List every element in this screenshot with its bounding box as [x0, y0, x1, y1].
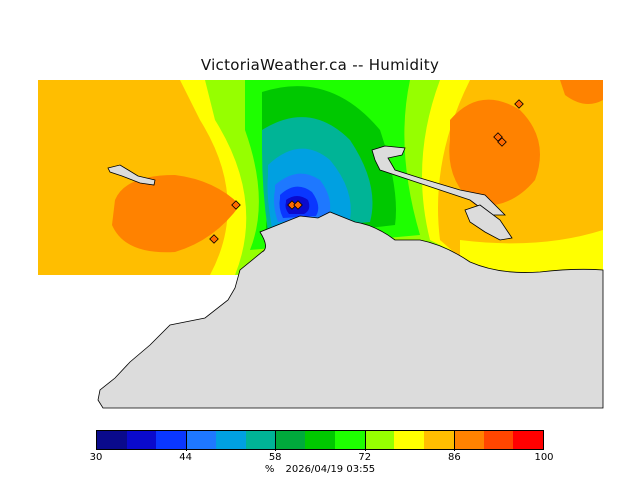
timestamp: 2026/04/19 03:55 — [285, 464, 376, 475]
island-west — [107, 164, 156, 186]
colorbar-swatch — [334, 431, 365, 449]
land-mass — [97, 211, 604, 409]
colorbar-swatch — [275, 431, 306, 449]
colorbar-swatch — [364, 431, 395, 449]
colorbar-ticks: 30 44 58 72 86 100 — [90, 452, 554, 466]
colorbar-swatch — [186, 431, 216, 449]
colorbar-swatch — [305, 431, 335, 449]
colorbar-swatch — [156, 431, 187, 449]
colorbar-swatch — [126, 431, 157, 449]
unit-label: % — [264, 464, 275, 475]
colorbar-tick-label: 30 — [89, 452, 103, 463]
colorbar-tick-line — [275, 431, 277, 451]
colorbar-tick-label: 72 — [358, 452, 372, 463]
station-marker — [287, 200, 297, 210]
colorbar-swatch — [245, 431, 276, 449]
colorbar-tick-line — [364, 431, 366, 451]
colorbar-swatch — [215, 431, 246, 449]
colorbar-tick-line — [454, 431, 456, 451]
island-peninsula — [371, 145, 506, 216]
humidity-field — [38, 80, 603, 275]
colorbar-tick-line — [185, 431, 187, 451]
colorbar-tick-label: 44 — [179, 452, 192, 463]
station-marker — [514, 99, 524, 109]
station-markers — [209, 99, 524, 244]
station-marker — [231, 200, 241, 210]
page-title: VictoriaWeather.ca -- Humidity — [200, 56, 440, 74]
colorbar-swatch — [424, 431, 454, 449]
colorbar-swatch — [453, 431, 484, 449]
colorbar-swatch — [483, 431, 514, 449]
station-marker — [497, 137, 507, 147]
colorbar-swatch — [513, 431, 544, 449]
island-east — [464, 204, 513, 241]
station-marker — [209, 234, 219, 244]
colorbar-swatch — [394, 431, 425, 449]
humidity-colorbar — [96, 430, 544, 451]
colorbar-tick-label: 100 — [534, 452, 554, 463]
colorbar-caption: % 2026/04/19 03:55 — [0, 464, 640, 475]
station-marker — [293, 200, 303, 210]
colorbar-tick-label: 86 — [448, 452, 461, 463]
colorbar-tick-label: 58 — [268, 452, 282, 463]
colorbar-swatch — [97, 431, 127, 449]
